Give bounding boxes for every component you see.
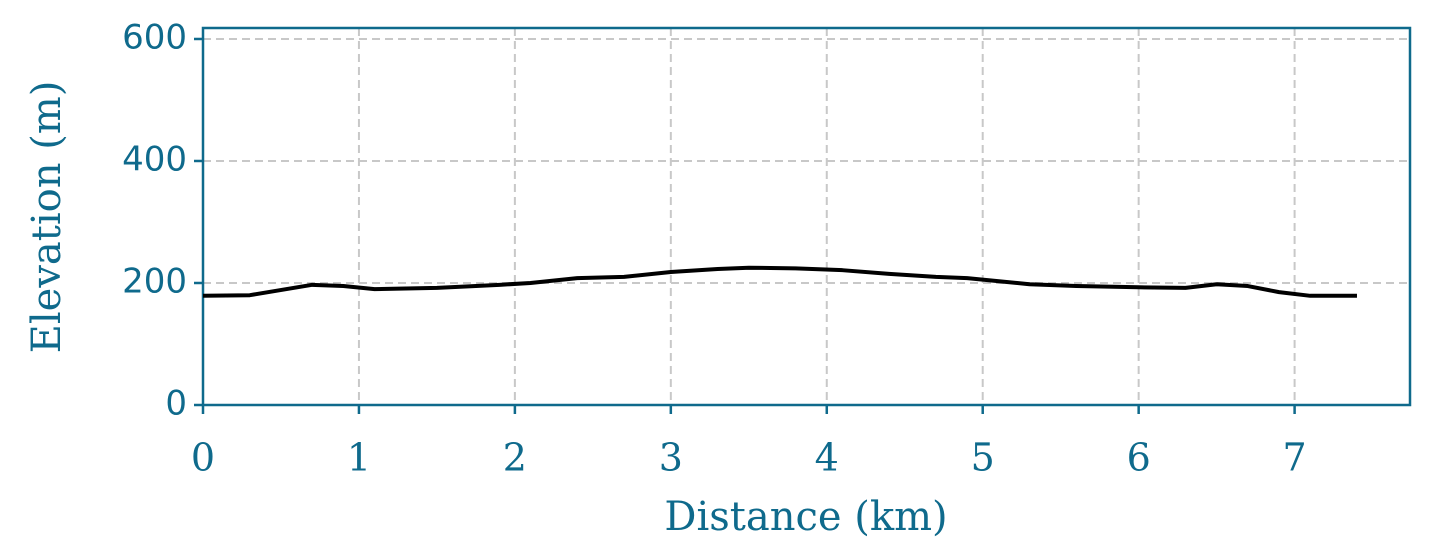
x-tick-label: 4	[815, 436, 839, 480]
x-tick-label: 3	[659, 436, 683, 480]
x-tick-label: 1	[347, 436, 371, 480]
x-tick-label: 7	[1283, 436, 1307, 480]
y-axis-label: Elevation (m)	[24, 81, 70, 354]
y-tick-label: 200	[122, 261, 187, 301]
y-tick-label: 400	[122, 139, 187, 179]
y-tick-label: 0	[165, 384, 187, 424]
y-tick-label: 600	[122, 17, 187, 57]
x-tick-label: 6	[1127, 436, 1151, 480]
x-axis-label: Distance (km)	[664, 494, 947, 540]
x-tick-label: 2	[503, 436, 527, 480]
x-tick-label: 5	[971, 436, 995, 480]
plot-frame	[201, 26, 1412, 407]
elevation-line	[202, 265, 1357, 298]
x-tick-label: 0	[191, 436, 215, 480]
